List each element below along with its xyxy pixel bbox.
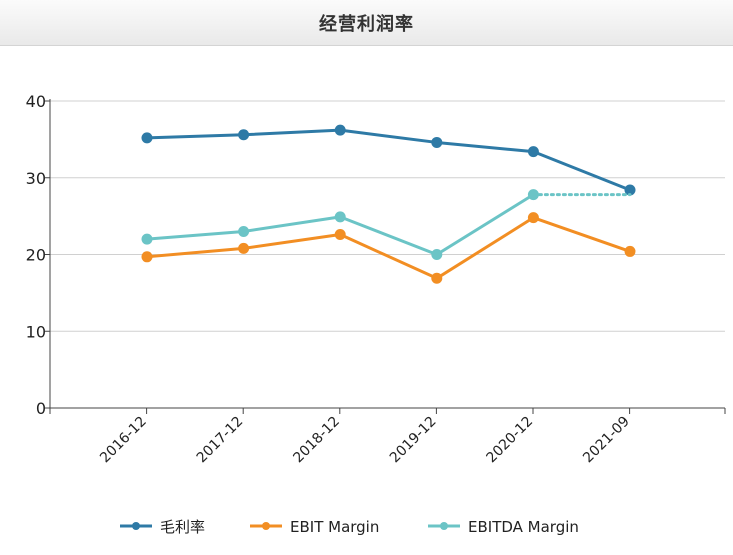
legend-label: 毛利率 [160,518,205,536]
data-point [238,129,250,141]
legend-label: EBITDA Margin [468,518,579,536]
x-tick-label: 2021-09 [580,414,633,467]
data-point [334,211,346,223]
data-point [141,251,153,263]
data-point [334,124,346,136]
y-tick-label: 30 [26,169,46,188]
x-tick-label: 2019-12 [387,414,440,467]
series-line [146,128,631,192]
data-point [431,249,443,260]
x-tick-label: 2018-12 [290,414,343,467]
y-tick-label: 10 [26,322,46,341]
data-point [334,229,346,241]
x-tick-label: 2017-12 [194,414,247,467]
data-point [527,212,539,224]
legend-swatch-marker [132,522,140,530]
legend-label: EBIT Margin [290,518,379,536]
legend-swatch-marker [440,522,448,530]
y-tick-label: 0 [36,399,46,418]
x-tick-label: 2016-12 [97,414,150,467]
legend-swatch-marker [262,522,270,530]
x-tick-label: 2020-12 [484,414,537,467]
series-line [146,193,535,256]
data-point [431,136,443,148]
data-point [141,233,153,245]
chart-title: 经营利润率 [319,13,414,35]
data-point [527,146,539,158]
data-point [431,272,443,284]
data-point [238,225,250,237]
y-tick-label: 20 [26,246,46,265]
data-point [624,245,636,257]
data-point [527,189,539,201]
data-point [238,242,250,254]
title-bar: 经营利润率 [0,0,733,46]
series-line [146,216,631,280]
data-point [141,132,153,144]
data-point [624,184,636,196]
y-tick-label: 40 [26,92,46,111]
